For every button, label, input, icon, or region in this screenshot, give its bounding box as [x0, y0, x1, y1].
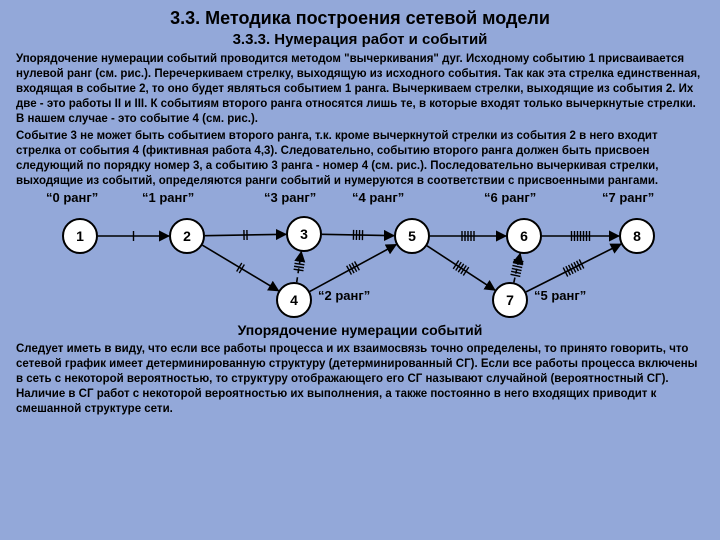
- rank-label: “7 ранг”: [602, 190, 654, 205]
- page-subtitle: 3.3.3. Нумерация работ и событий: [14, 31, 706, 48]
- network-diagram: 12345678“0 ранг”“1 ранг”“3 ранг”“4 ранг”…: [14, 190, 706, 320]
- paragraph-3: Следует иметь в виду, что если все работ…: [16, 342, 704, 417]
- paragraph-1: Упорядочение нумерации событий проводитс…: [16, 52, 704, 127]
- rank-label: “1 ранг”: [142, 190, 194, 205]
- rank-label: “3 ранг”: [264, 190, 316, 205]
- paragraph-2: Событие 3 не может быть событием второго…: [16, 129, 704, 189]
- rank-label: “4 ранг”: [352, 190, 404, 205]
- page-title: 3.3. Методика построения сетевой модели: [14, 8, 706, 29]
- diagram-caption: Упорядочение нумерации событий: [14, 322, 706, 338]
- rank-label: “0 ранг”: [46, 190, 98, 205]
- rank-label: “2 ранг”: [318, 288, 370, 303]
- rank-label: “6 ранг”: [484, 190, 536, 205]
- rank-label: “5 ранг”: [534, 288, 586, 303]
